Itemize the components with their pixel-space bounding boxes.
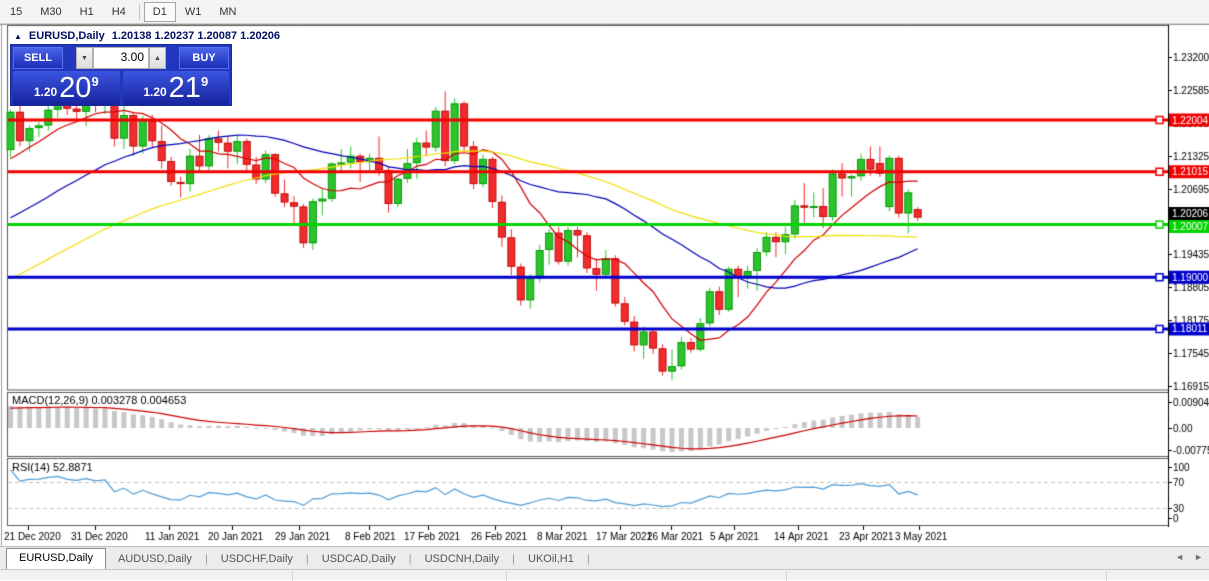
tab-usdcnh-daily[interactable]: USDCNH,Daily bbox=[424, 553, 500, 565]
timeframe-w1-button[interactable]: W1 bbox=[184, 5, 202, 18]
collapse-panel-icon[interactable]: ▲ bbox=[14, 31, 22, 41]
tab-eurusd-daily[interactable]: EURUSD,Daily bbox=[6, 548, 106, 569]
tab-separator: | bbox=[512, 553, 516, 565]
timeframe-15-button[interactable]: 15 bbox=[10, 5, 23, 18]
one-click-trading-panel: SELL ▼ 3.00 ▲ BUY 1.20 20 9 1.20 21 9 bbox=[10, 44, 232, 106]
timeframe-mn-button[interactable]: MN bbox=[219, 5, 237, 18]
tab-separator: | bbox=[586, 553, 590, 565]
status-pane-separator bbox=[786, 571, 787, 581]
chart-title-symbol: EURUSD,Daily bbox=[28, 30, 105, 42]
tab-separator: | bbox=[204, 553, 208, 565]
status-pane-separator bbox=[1106, 571, 1107, 581]
sell-price-prefix: 1.20 bbox=[33, 85, 58, 99]
timeframe-m30-button[interactable]: M30 bbox=[40, 5, 62, 18]
status-bar bbox=[0, 569, 1209, 581]
chart-title-ohlc: 1.20138 1.20237 1.20087 1.20206 bbox=[111, 30, 280, 42]
sell-button[interactable]: SELL bbox=[13, 47, 63, 69]
toolbar-separator bbox=[138, 3, 140, 20]
buy-price-prefix: 1.20 bbox=[143, 85, 167, 99]
sell-price-pip: 9 bbox=[91, 73, 99, 89]
volume-input[interactable]: 3.00 bbox=[93, 47, 149, 69]
tab-audusd-daily[interactable]: AUDUSD,Daily bbox=[117, 553, 192, 565]
timeframe-h4-button[interactable]: H4 bbox=[111, 5, 126, 18]
timeframe-h1-button[interactable]: H1 bbox=[79, 5, 94, 18]
timeframe-d1-button[interactable]: D1 bbox=[143, 1, 176, 22]
status-pane-separator bbox=[506, 571, 507, 581]
tab-usdcad-daily[interactable]: USDCAD,Daily bbox=[321, 553, 396, 565]
tab-scroll-right-icon[interactable]: ► bbox=[1194, 552, 1203, 562]
sell-price-big: 20 bbox=[59, 71, 92, 104]
status-pane-separator bbox=[292, 571, 293, 581]
buy-price-big: 21 bbox=[168, 71, 201, 104]
timeframe-toolbar: 15 M30 H1 H4 D1 W1 MN bbox=[0, 0, 1209, 24]
tab-usdchf-daily[interactable]: USDCHF,Daily bbox=[220, 553, 293, 565]
sell-price-display[interactable]: 1.20 20 9 bbox=[13, 71, 120, 105]
tab-scroll-left-icon[interactable]: ◄ bbox=[1175, 552, 1185, 562]
chart-title: ▲ EURUSD,Daily 1.20138 1.20237 1.20087 1… bbox=[14, 30, 280, 42]
symbol-tab-bar: EURUSD,Daily AUDUSD,Daily | USDCHF,Daily | US… bbox=[0, 546, 1209, 569]
tab-ukoil-h1[interactable]: UKOil,H1 bbox=[528, 553, 574, 565]
tab-separator: | bbox=[408, 553, 412, 565]
volume-decrease-button[interactable]: ▼ bbox=[76, 47, 93, 69]
buy-price-display[interactable]: 1.20 21 9 bbox=[122, 71, 229, 105]
tab-scroll-buttons: ◄ ► bbox=[1175, 552, 1203, 562]
buy-price-pip: 9 bbox=[200, 73, 209, 89]
tab-separator: | bbox=[305, 553, 309, 565]
buy-button[interactable]: BUY bbox=[179, 47, 229, 69]
volume-increase-button[interactable]: ▲ bbox=[149, 47, 166, 69]
